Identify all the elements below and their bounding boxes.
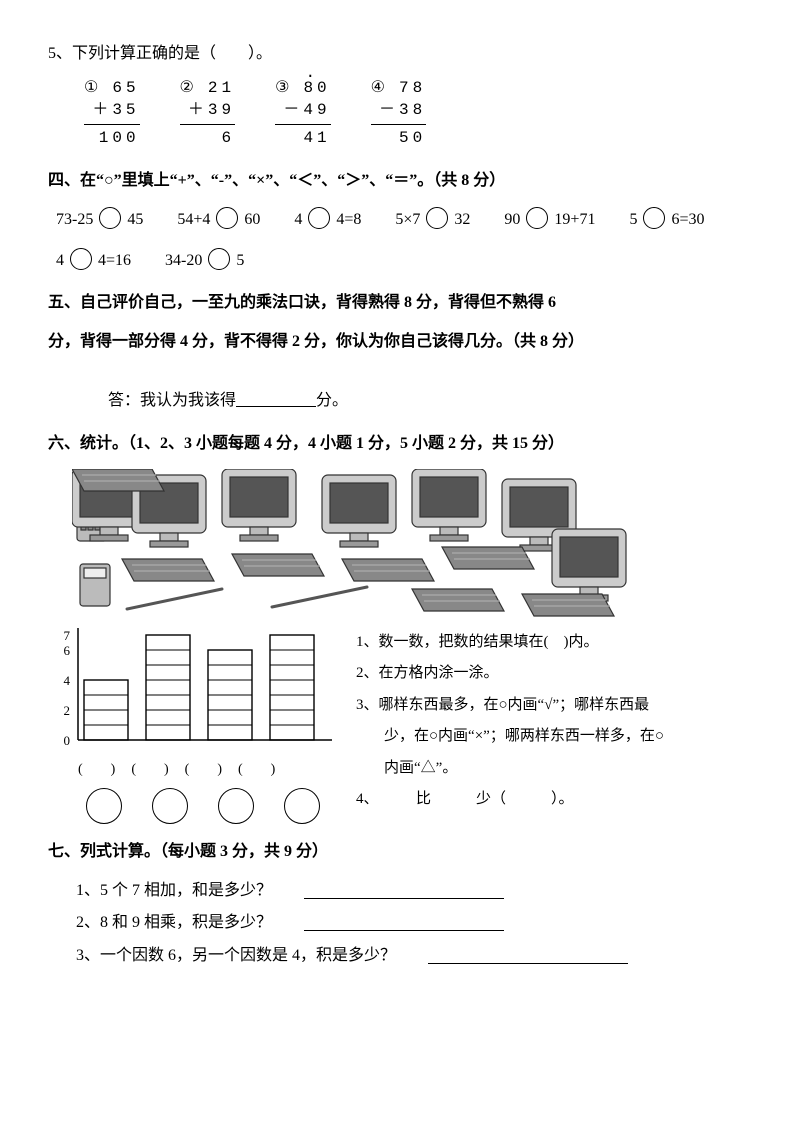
svg-text:4: 4 — [64, 673, 71, 688]
circle-blank[interactable] — [99, 207, 121, 229]
svg-text:6: 6 — [64, 643, 71, 658]
chart-label-1: ( ) — [78, 757, 115, 782]
section-7-items: 1、5 个 7 相加，和是多少？ 2、8 和 9 相乘，积是多少？ 3、一个因数… — [76, 877, 752, 971]
chart-col-labels: ( ) ( ) ( ) ( ) — [78, 757, 348, 782]
circle-blank[interactable] — [208, 248, 230, 270]
label-2: ② — [180, 77, 198, 99]
arith-problem-2: ②21 ＋39 6 — [180, 77, 236, 149]
q6-3b: 少，在○内画“×”；哪两样东西一样多，在○ — [356, 721, 752, 753]
chart-label-3: ( ) — [185, 757, 222, 782]
fill-item-3: 4 4=8 — [294, 206, 361, 235]
chart-col-circles — [86, 788, 348, 824]
fill-item-4: 5×7 32 — [395, 206, 470, 235]
q6-3a: 3、哪样东西最多，在○内画“√”；哪样东西最 — [356, 690, 752, 722]
bar-chart: 76 4 2 0 — [48, 623, 338, 753]
answer-circle-4[interactable] — [284, 788, 320, 824]
answer-line[interactable] — [428, 948, 628, 964]
section-7-title: 七、列式计算。（每小题 3 分，共 9 分） — [48, 838, 752, 867]
q7-item-3: 3、一个因数 6，另一个因数是 4，积是多少？ — [76, 942, 752, 971]
svg-text:0: 0 — [64, 733, 71, 748]
bar-chart-area: 76 4 2 0 ( ) ( ) ( ) ( ) — [48, 623, 348, 824]
q7-item-1: 1、5 个 7 相加，和是多少？ — [76, 877, 752, 906]
answer-circle-1[interactable] — [86, 788, 122, 824]
circle-blank[interactable] — [70, 248, 92, 270]
q6-4: 4、 比 少（ ）。 — [356, 784, 752, 816]
section-4-items: 73-25 45 54+4 60 4 4=8 5×7 32 90 19+71 5 6=30… — [56, 206, 752, 276]
computers-illustration — [72, 469, 642, 619]
circle-blank[interactable] — [426, 207, 448, 229]
section-5-title-l1: 五、自己评价自己，一至九的乘法口诀，背得熟得 8 分，背得但不熟得 6 — [48, 289, 752, 318]
chart-label-2: ( ) — [131, 757, 168, 782]
section-5-answer: 答：我认为我该得分。 — [108, 387, 752, 416]
fill-item-6: 5 6=30 — [629, 206, 704, 235]
label-1: ① — [84, 77, 102, 99]
chart-label-4: ( ) — [238, 757, 275, 782]
arith-problem-1: ①65 ＋35 100 — [84, 77, 140, 149]
section-5-title-l2: 分，背得一部分得 4 分，背不得得 2 分，你认为你自己该得几分。（共 8 分） — [48, 328, 752, 357]
circle-blank[interactable] — [643, 207, 665, 229]
arith-problems-row: ①65 ＋35 100 ②21 ＋39 6 ③80 －49 41 ④78 －38… — [84, 77, 752, 149]
arith-problem-4: ④78 －38 50 — [371, 77, 427, 149]
answer-circle-2[interactable] — [152, 788, 188, 824]
answer-circle-3[interactable] — [218, 788, 254, 824]
fill-item-8: 34-20 5 — [165, 247, 244, 276]
circle-blank[interactable] — [526, 207, 548, 229]
answer-line[interactable] — [304, 883, 504, 899]
section-6-body: 76 4 2 0 ( ) ( ) ( ) ( ) 1、数一数，把数的结果填在( )内。 2、… — [48, 623, 752, 824]
section-6-title: 六、统计。（1、2、3 小题每题 4 分，4 小题 1 分，5 小题 2 分，共… — [48, 430, 752, 459]
answer-line[interactable] — [304, 915, 504, 931]
q6-3c: 内画“△”。 — [356, 753, 752, 785]
label-3: ③ — [275, 77, 293, 99]
circle-blank[interactable] — [308, 207, 330, 229]
fill-item-1: 73-25 45 — [56, 206, 143, 235]
q6-1: 1、数一数，把数的结果填在( )内。 — [356, 627, 752, 659]
svg-text:7: 7 — [64, 628, 71, 643]
arith-problem-3: ③80 －49 41 — [275, 77, 331, 149]
question-5-title: 5、下列计算正确的是（ ）。 — [48, 40, 752, 69]
label-4: ④ — [371, 77, 389, 99]
fill-item-7: 4 4=16 — [56, 247, 131, 276]
section-6-questions: 1、数一数，把数的结果填在( )内。 2、在方格内涂一涂。 3、哪样东西最多，在… — [356, 623, 752, 816]
fill-item-5: 90 19+71 — [504, 206, 595, 235]
q6-2: 2、在方格内涂一涂。 — [356, 658, 752, 690]
svg-text:2: 2 — [64, 703, 71, 718]
answer-blank[interactable] — [236, 391, 316, 407]
fill-item-2: 54+4 60 — [177, 206, 260, 235]
q7-item-2: 2、8 和 9 相乘，积是多少？ — [76, 909, 752, 938]
section-4-title: 四、在“○”里填上“+”、“-”、“×”、“＜”、“＞”、“＝”。（共 8 分） — [48, 167, 752, 196]
circle-blank[interactable] — [216, 207, 238, 229]
